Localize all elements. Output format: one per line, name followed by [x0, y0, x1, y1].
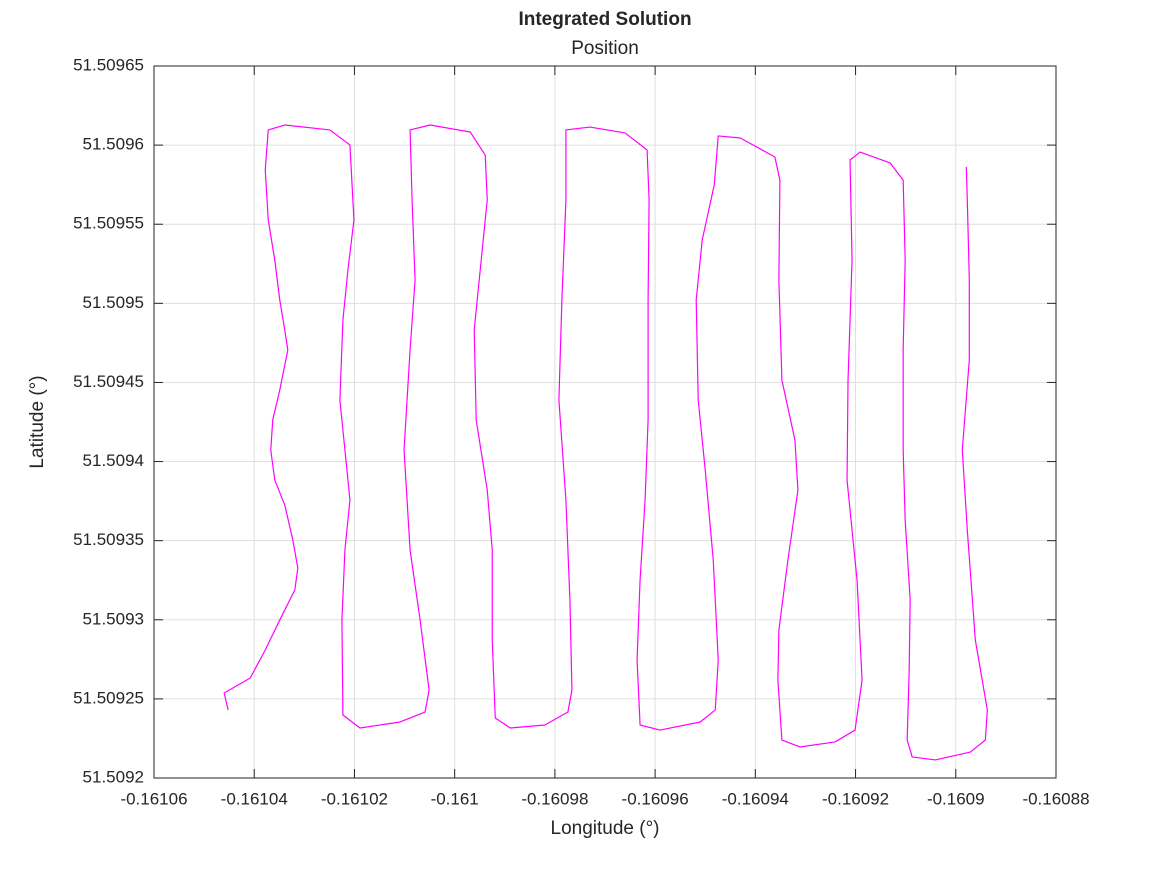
x-tick-label: -0.16092 — [822, 789, 889, 808]
x-tick-label: -0.1609 — [927, 789, 985, 808]
x-tick-label: -0.16104 — [221, 789, 288, 808]
y-tick-label: 51.5092 — [83, 767, 144, 786]
x-tick-label: -0.16088 — [1022, 789, 1089, 808]
x-tick-label: -0.16106 — [120, 789, 187, 808]
x-tick-label: -0.16094 — [722, 789, 789, 808]
trajectory-line — [223, 124, 988, 761]
x-tick-label: -0.161 — [431, 789, 479, 808]
plot-frame — [153, 65, 1057, 779]
chart-title: Integrated Solution — [518, 9, 691, 30]
y-tick-label: 51.50945 — [73, 372, 144, 391]
y-tick-label: 51.5096 — [83, 135, 144, 154]
x-tick-label: -0.16098 — [521, 789, 588, 808]
y-axis-label: Latitude (°) — [27, 375, 48, 468]
y-tick-label: 51.50965 — [73, 55, 144, 74]
x-axis-label: Longitude (°) — [551, 818, 660, 839]
chart-subtitle: Position — [571, 38, 639, 59]
y-tick-label: 51.5095 — [83, 293, 144, 312]
y-tick-label: 51.5093 — [83, 609, 144, 628]
y-tick-label: 51.50935 — [73, 530, 144, 549]
y-tick-label: 51.5094 — [83, 451, 144, 470]
x-tick-label: -0.16096 — [622, 789, 689, 808]
x-tick-label: -0.16102 — [321, 789, 388, 808]
y-tick-label: 51.50955 — [73, 214, 144, 233]
y-tick-label: 51.50925 — [73, 688, 144, 707]
